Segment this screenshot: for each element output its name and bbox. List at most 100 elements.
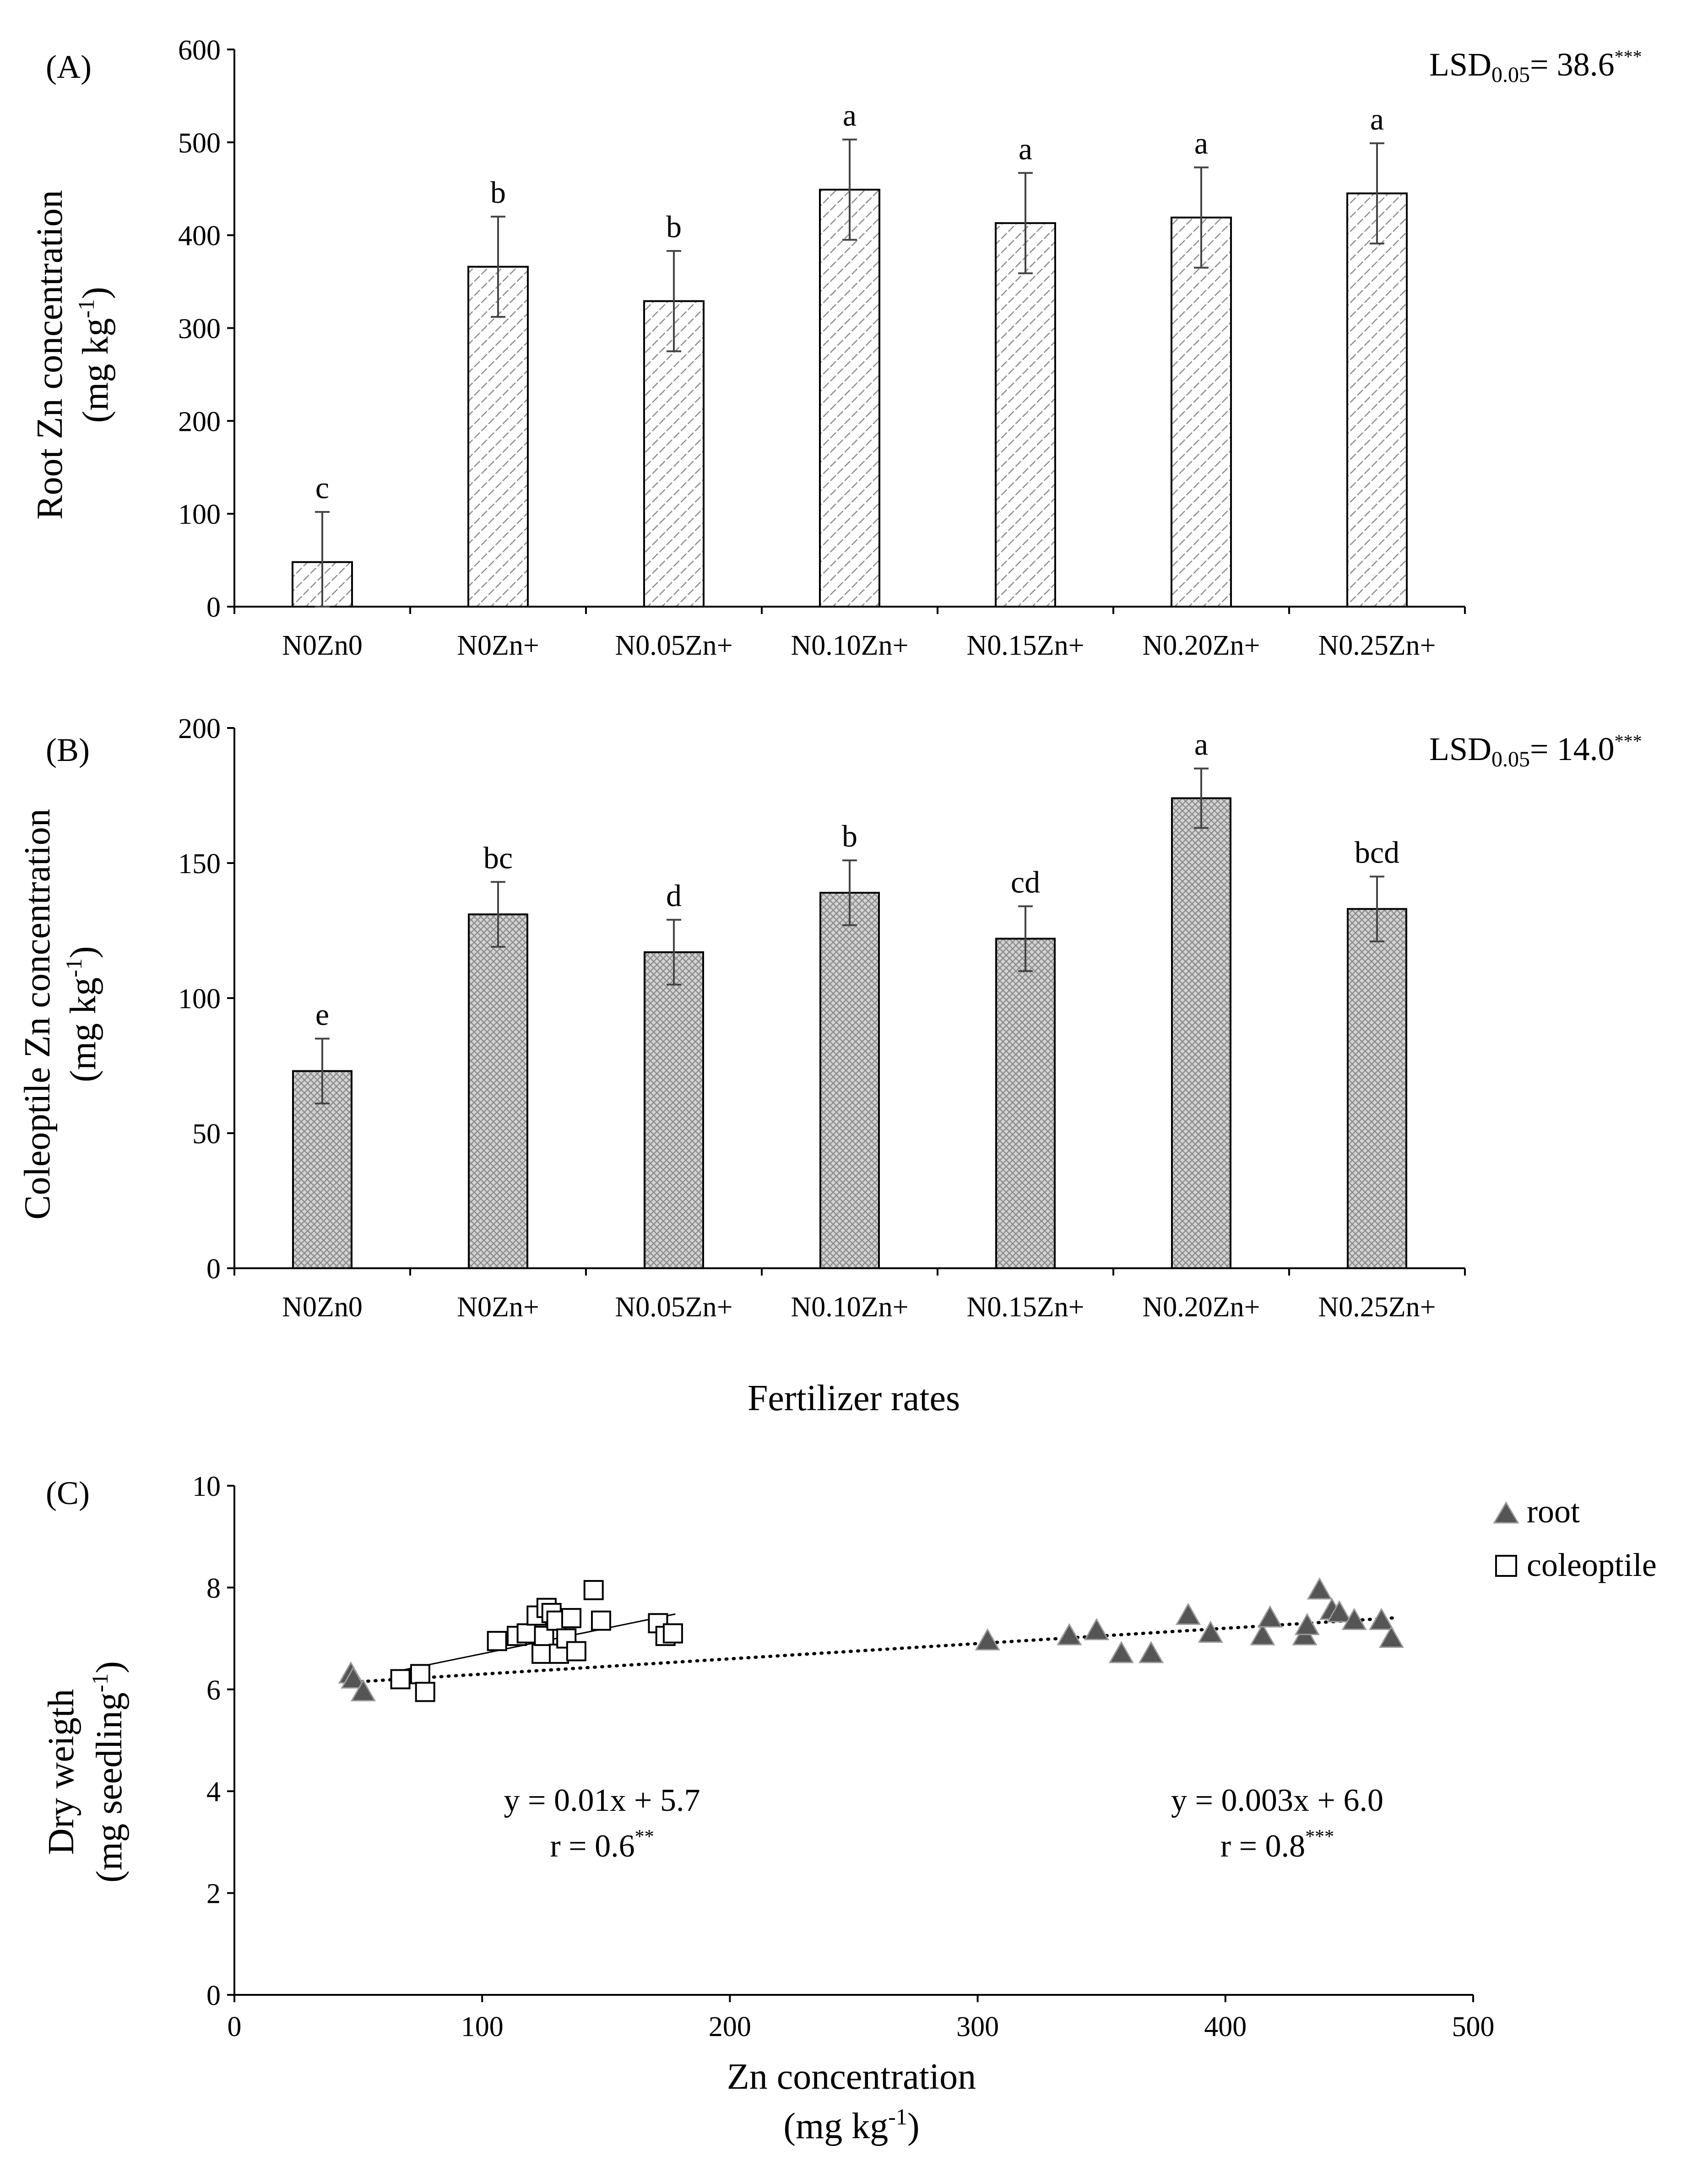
x-tick-label: 100 [461,2011,504,2042]
chart-a-ylabel-unit: (mg kg-1) [73,287,116,423]
x-tick-label: N0.10Zn+ [791,630,908,661]
root-point [1176,1602,1201,1625]
bar [1347,908,1407,1270]
root-point [1294,1613,1320,1635]
root-point [1198,1620,1223,1643]
significance-letter: c [315,470,329,505]
significance-letter: a [843,98,857,133]
legend-root-label: root [1527,1493,1580,1530]
y-tick-label: 600 [178,35,221,66]
root-point [1369,1608,1394,1630]
chart-c-panel-label: (C) [46,1475,90,1511]
root-point [1257,1605,1283,1628]
chart-b-xlabel: Fertilizer rates [748,1378,960,1418]
significance-letter: b [842,819,857,853]
x-tick-label: N0Zn+ [457,630,539,661]
chart-a-root-zn: (A) LSD0.05= 38.6*** Root Zn concentrati… [30,35,1642,661]
y-tick-label: 6 [206,1675,221,1706]
root-point [1250,1623,1275,1646]
chart-b-ylabel-unit: (mg kg-1) [61,946,103,1082]
y-tick-label: 0 [206,1254,221,1285]
chart-a-panel-label: (A) [46,49,92,85]
bar [995,938,1056,1269]
coleoptile-point [566,1641,586,1662]
x-tick-label: N0.05Zn+ [615,1292,732,1323]
y-tick-label: 400 [178,221,221,252]
x-tick-label: N0.05Zn+ [615,630,732,661]
root-fit-equation: y = 0.003x + 6.0 [1171,1783,1383,1818]
root-point [975,1628,1000,1651]
significance-letter: cd [1011,864,1040,899]
significance-letter: b [666,209,682,244]
y-tick-label: 8 [206,1573,221,1604]
x-tick-label: N0.20Zn+ [1142,630,1260,661]
root-point [1084,1618,1109,1640]
significance-letter: a [1370,102,1384,136]
significance-letter: e [315,997,329,1032]
coleoptile-point [561,1608,582,1629]
chart-b-ylabel: Coleoptile Zn concentration [17,809,58,1220]
coleoptile-point [531,1643,552,1664]
significance-letter: a [1019,131,1032,166]
chart-a-ylabel: Root Zn concentration [30,190,70,520]
coleoptile-point [415,1682,435,1702]
root-point [1057,1623,1082,1646]
root-point [350,1679,376,1701]
bar [995,222,1056,608]
y-tick-label: 150 [178,848,221,880]
root-point [1108,1640,1134,1663]
coleoptile-point [662,1623,683,1644]
y-tick-label: 0 [206,1980,221,2011]
coleoptile-point [487,1631,507,1651]
chart-b-coleoptile-zn: (B) LSD0.05= 14.0*** Coleoptile Zn conce… [17,713,1642,1418]
legend: root coleoptile [1493,1493,1657,1583]
root-trend-line [344,1616,1396,1684]
bar [644,951,704,1269]
root-point [1341,1608,1367,1630]
bar [819,189,880,608]
x-tick-label: 500 [1452,2011,1495,2042]
coleoptile-point [583,1580,604,1600]
significance-letter: bc [483,840,513,875]
y-tick-label: 300 [178,314,221,345]
x-tick-label: N0Zn0 [282,630,363,661]
x-tick-label: N0.25Zn+ [1318,630,1436,661]
coleoptile-fit-equation: y = 0.01x + 5.7 [504,1783,700,1818]
x-tick-label: N0.20Zn+ [1142,1292,1260,1323]
x-tick-label: 400 [1204,2011,1247,2042]
root-point [341,1666,366,1689]
x-tick-label: 300 [956,2011,999,2042]
y-tick-label: 2 [206,1879,221,1910]
chart-c-xlabel-unit: (mg kg-1) [783,2104,919,2146]
chart-b-panel-label: (B) [46,732,90,768]
chart-c-xlabel: Zn concentration [727,2057,976,2097]
coleoptile-point [390,1669,411,1689]
y-tick-label: 200 [178,406,221,437]
coleoptile-point [410,1664,430,1684]
chart-c-scatter: (C) Dry weigth (mg seedling-1) Zn concen… [41,1471,1657,2146]
coleoptile-point [591,1610,611,1631]
y-tick-label: 0 [206,592,221,623]
root-point [1378,1625,1404,1648]
chart-b-lsd: LSD0.05= 14.0*** [1429,731,1642,771]
legend-coleoptile-marker [1495,1555,1517,1577]
significance-letter: bcd [1355,835,1399,870]
y-tick-label: 50 [192,1119,221,1150]
coleoptile-fit-r: r = 0.6** [550,1826,654,1864]
y-tick-label: 100 [178,983,221,1015]
bar [819,891,880,1269]
bar [467,266,529,608]
x-tick-label: N0.15Zn+ [966,630,1084,661]
significance-letter: a [1194,126,1208,161]
coleoptile-point [516,1623,537,1644]
y-tick-label: 10 [192,1471,221,1502]
x-tick-label: N0.15Zn+ [966,1292,1084,1323]
significance-letter: d [666,878,682,913]
root-point [1138,1640,1164,1663]
x-tick-label: N0Zn+ [457,1292,539,1323]
chart-c-ylabel: Dry weigth [41,1689,81,1855]
chart-c-ylabel-unit: (mg seedling-1) [87,1661,130,1883]
x-tick-label: N0.25Zn+ [1318,1292,1436,1323]
chart-a-lsd: LSD0.05= 38.6*** [1429,46,1642,87]
root-point [1327,1600,1352,1623]
